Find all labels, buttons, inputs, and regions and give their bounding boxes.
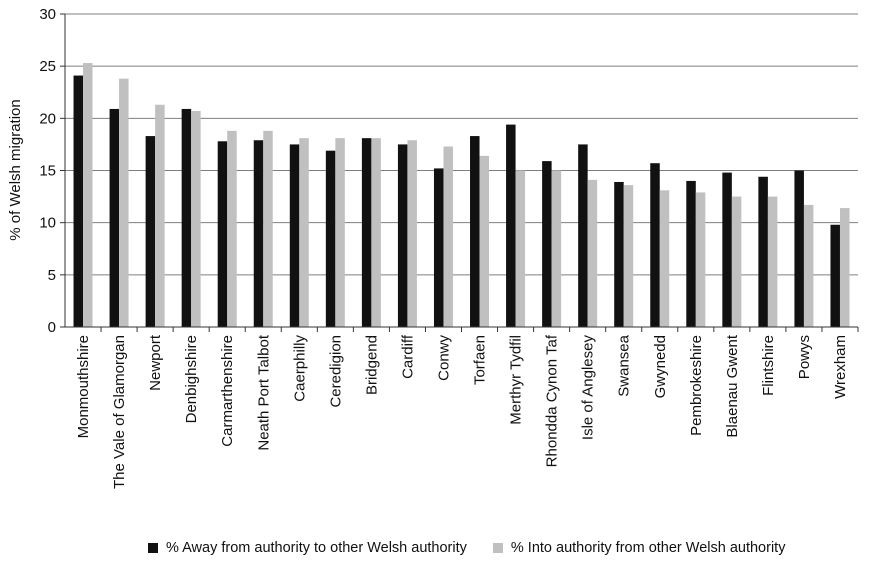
legend-item-away: % Away from authority to other Welsh aut…: [148, 540, 467, 556]
bar-away: [830, 224, 840, 327]
y-tick-labels: 0 5 10 15 20 25 30: [39, 6, 56, 336]
bar-into: [767, 196, 778, 327]
x-tick-label: Wrexham: [832, 335, 849, 399]
bar-away: [542, 161, 552, 327]
bar-away: [614, 181, 624, 327]
bar-away: [397, 144, 408, 327]
legend: % Away from authority to other Welsh aut…: [148, 540, 785, 556]
y-tick-label: 5: [48, 267, 56, 284]
bar-into: [407, 140, 417, 327]
bar-into: [803, 204, 814, 327]
bars: [73, 63, 850, 328]
legend-swatch-into: [492, 543, 503, 553]
x-tick-label: The Vale of Glamorgan: [111, 335, 128, 489]
bar-into: [551, 170, 562, 327]
axes: [64, 14, 858, 328]
bar-into: [479, 155, 490, 327]
legend-item-into: % Into authority from other Welsh author…: [492, 540, 786, 556]
bar-into: [839, 208, 850, 327]
legend-label-into: % Into authority from other Welsh author…: [510, 540, 786, 556]
bar-into: [227, 130, 237, 327]
bar-away: [325, 150, 336, 327]
bar-away: [470, 136, 480, 327]
x-tick-label: Merthyr Tydfil: [508, 335, 525, 425]
bar-into: [335, 138, 345, 327]
x-tick-label: Cardiff: [399, 334, 416, 379]
bar-into: [263, 130, 273, 327]
y-tick-label: 25: [39, 58, 56, 75]
x-tick-label: Flintshire: [760, 335, 777, 396]
x-tick-label: Conwy: [435, 335, 452, 381]
x-tick-label: Carmarthenshire: [219, 335, 236, 447]
bar-away: [758, 176, 768, 327]
x-tick-label: Denbighshire: [183, 335, 200, 423]
bar-into: [587, 179, 598, 327]
y-tick-label: 30: [39, 6, 56, 23]
bar-away: [73, 75, 84, 327]
bar-away: [145, 136, 156, 327]
x-tick-label: Gwynedd: [652, 335, 669, 398]
x-tick-label: Newport: [147, 334, 164, 391]
x-tick-label: Pembrokeshire: [688, 335, 705, 436]
bar-away: [289, 144, 300, 327]
y-tick-label: 0: [48, 319, 56, 336]
bar-into: [515, 170, 526, 327]
bar-away: [109, 108, 120, 328]
bar-into: [623, 185, 634, 327]
y-tick-label: 20: [39, 110, 56, 127]
bar-chart: 0 5 10 15 20 25 30 Monmouthshire The Vale of Gl…: [7, 6, 859, 489]
bar-away: [217, 141, 228, 327]
bar-away: [361, 138, 372, 327]
bar-away: [433, 168, 444, 327]
x-tick-label: Blaenau Gwent: [724, 334, 741, 437]
bar-into: [371, 138, 381, 327]
bar-away: [253, 140, 264, 327]
bar-into: [155, 104, 165, 328]
bar-away: [794, 170, 804, 327]
y-tick-label: 10: [39, 215, 56, 232]
bar-away: [578, 144, 588, 327]
bar-into: [443, 146, 453, 327]
x-tick-label: Monmouthshire: [75, 335, 92, 438]
x-tick-label: Powys: [796, 335, 813, 379]
y-axis-label: % of Welsh migration: [7, 99, 24, 240]
bar-into: [731, 196, 742, 327]
x-tick-label: Neath Port Talbot: [255, 334, 272, 450]
x-tick-labels: Monmouthshire The Vale of Glamorgan Newpor…: [75, 334, 849, 489]
x-tick-label: Rhondda Cynon Taf: [544, 334, 561, 467]
bar-into: [659, 190, 670, 327]
bar-away: [722, 172, 732, 327]
x-tick-label: Swansea: [616, 334, 633, 396]
bar-into: [191, 111, 201, 327]
x-tick-label: Ceredigion: [327, 335, 344, 408]
bar-away: [686, 180, 696, 327]
bar-into: [695, 192, 706, 327]
bar-into: [119, 78, 129, 327]
bar-away: [650, 163, 660, 327]
x-tick-label: Isle of Anglesey: [580, 335, 597, 441]
bar-into: [299, 138, 309, 327]
legend-label-away: % Away from authority to other Welsh aut…: [166, 540, 467, 556]
bar-away: [506, 124, 516, 328]
x-tick-label: Bridgend: [363, 335, 380, 395]
y-tick-label: 15: [39, 163, 56, 180]
x-tick-label: Caerphilly: [291, 335, 308, 402]
x-tick-label: Torfaen: [472, 335, 489, 385]
legend-swatch-away: [148, 543, 158, 553]
bar-away: [181, 108, 192, 328]
bar-into: [83, 63, 93, 327]
